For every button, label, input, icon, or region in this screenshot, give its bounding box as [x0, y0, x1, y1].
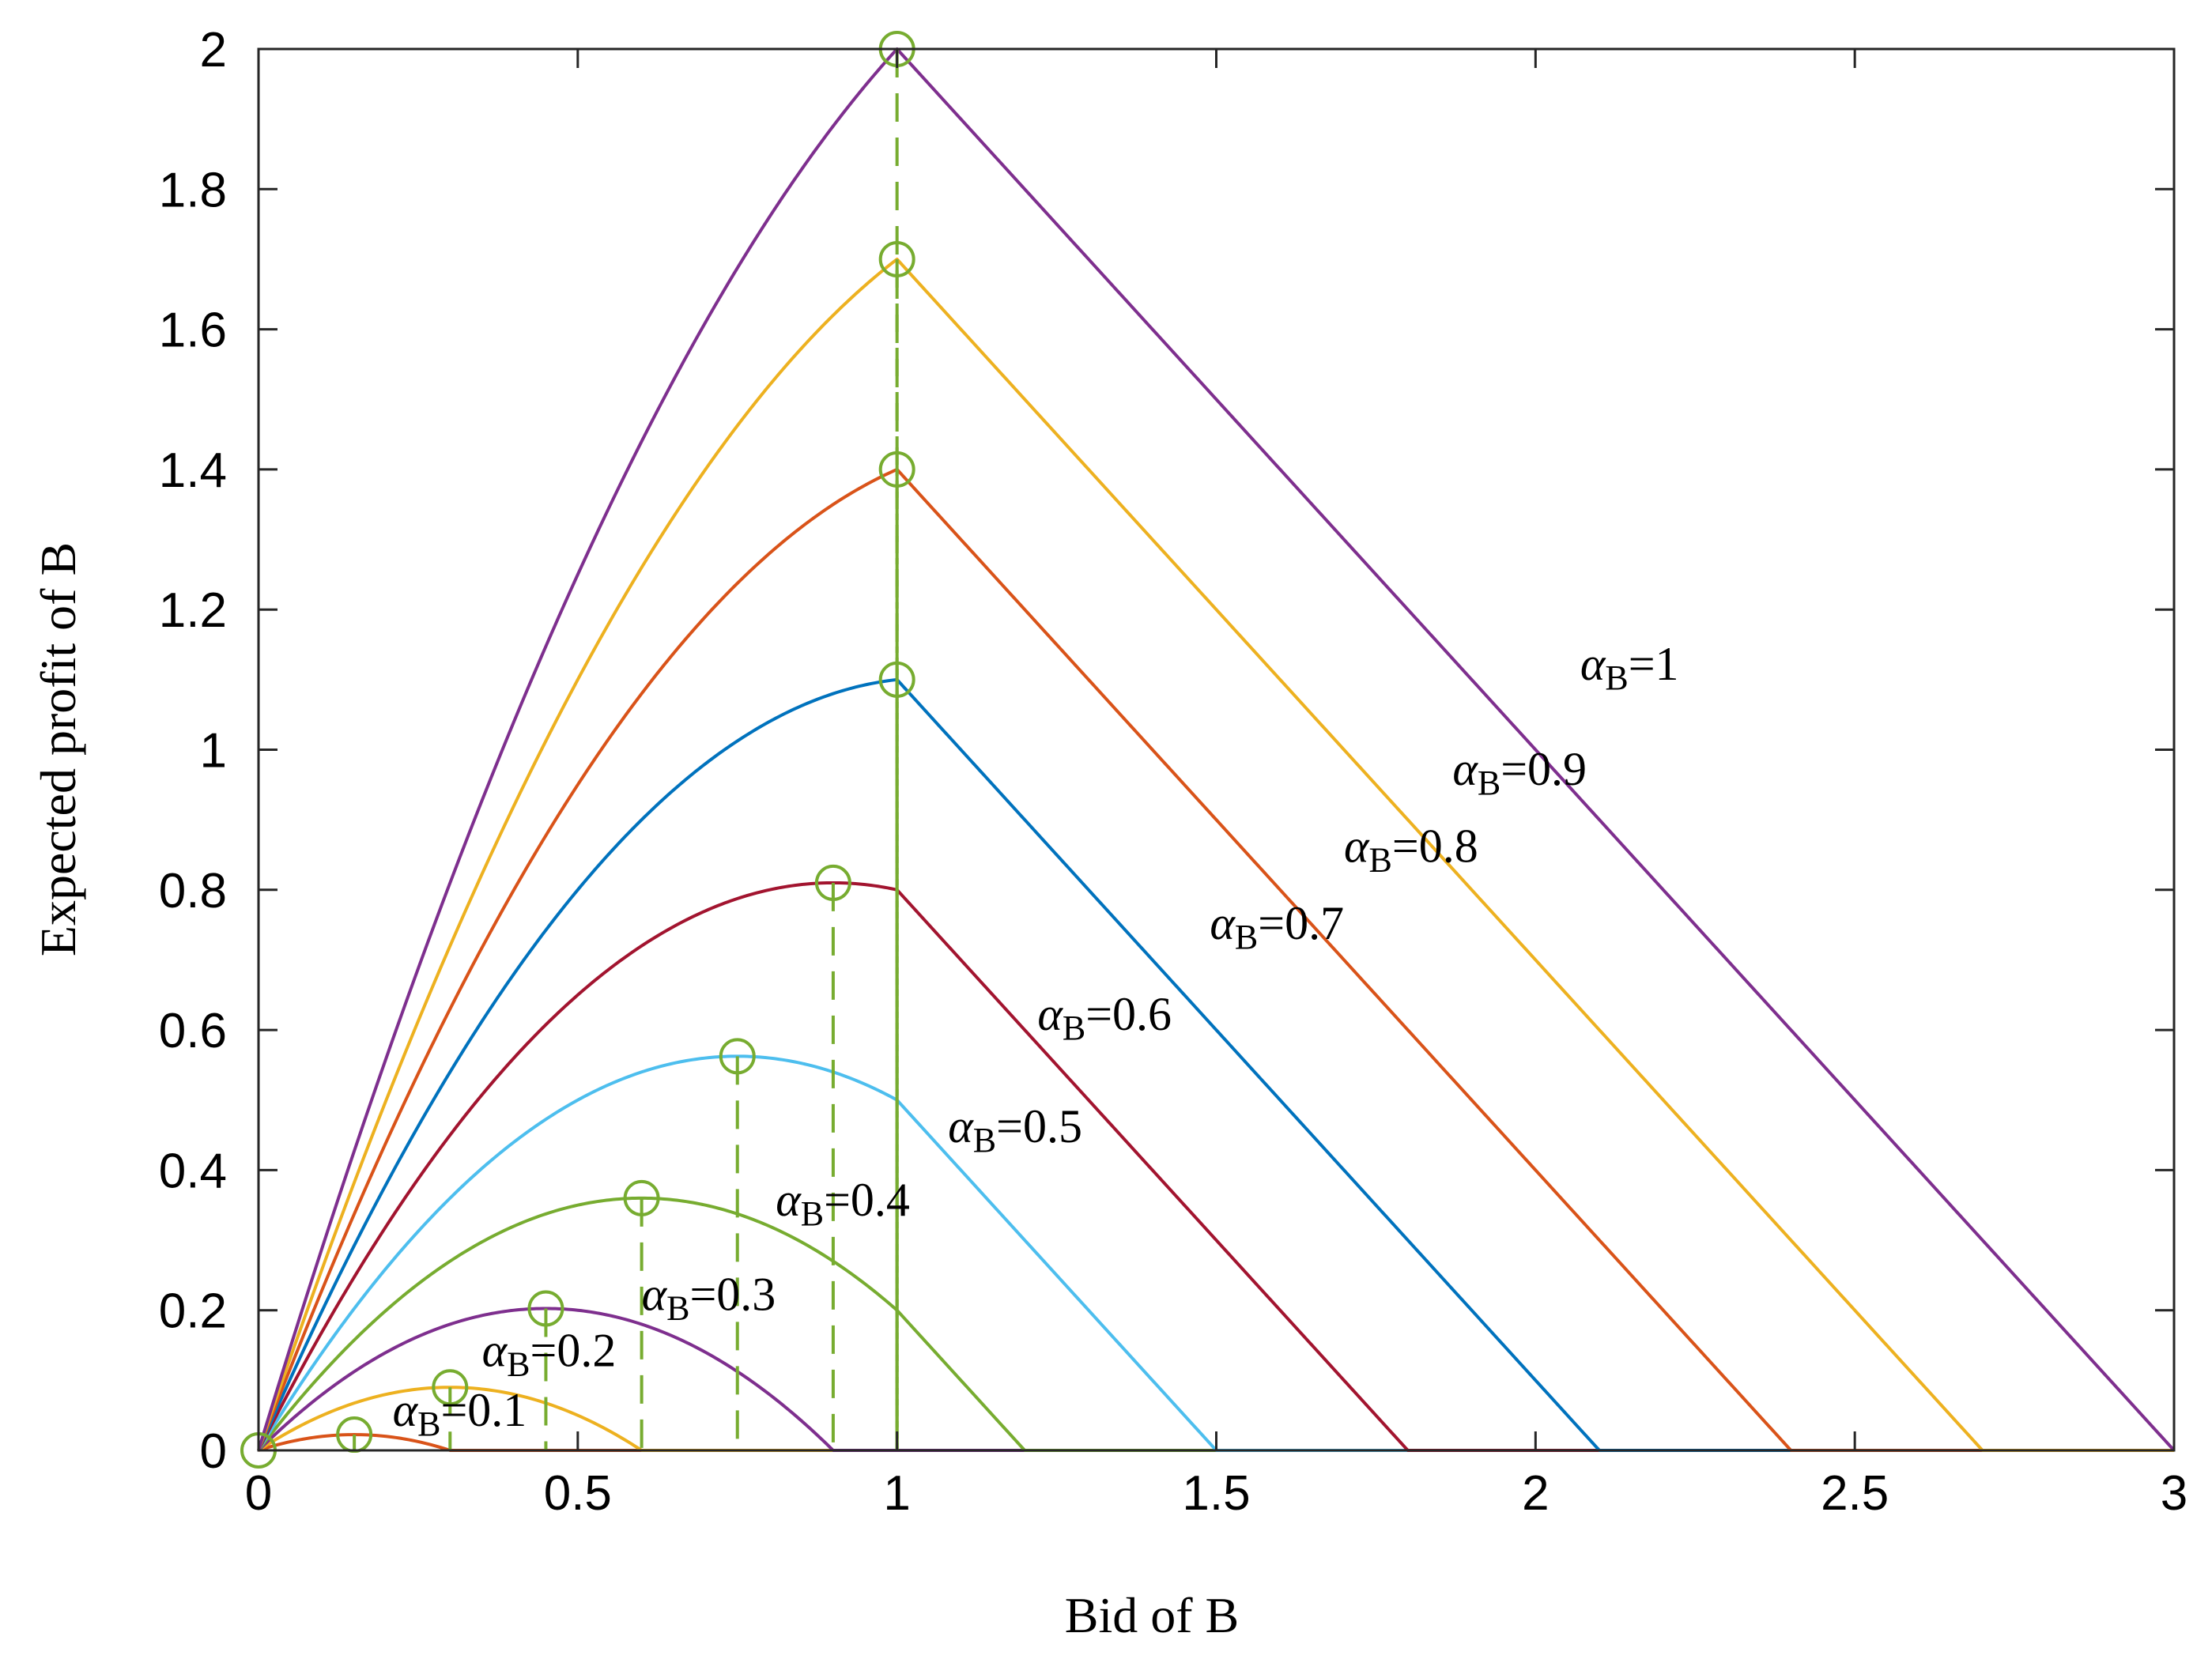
plot-area	[259, 49, 2174, 1450]
optimum-marker-alpha-0-8	[878, 451, 915, 488]
y-tick-label: 1.8	[159, 163, 227, 217]
optimum-marker-alpha-0-4	[623, 1179, 660, 1216]
y-tick-label: 0	[200, 1424, 227, 1479]
curve-label-alpha-0-9: αB=0.9	[1452, 743, 1587, 802]
curve-label-alpha-0-4: αB=0.4	[776, 1174, 910, 1233]
curve-labels: αB=0.1αB=0.2 αB=0.3αB=0.4 αB=0.5 αB=0.6 αB=0…	[393, 638, 1679, 1443]
optimum-marker-alpha-0-7	[878, 661, 915, 698]
x-tick-label: 3	[2161, 1466, 2187, 1521]
curve-label-alpha-0-2: αB=0.2	[482, 1325, 617, 1384]
x-tick-label: 1.5	[1182, 1466, 1250, 1521]
y-tick-label: 0.2	[159, 1284, 227, 1339]
x-tick-label: 1	[883, 1466, 910, 1521]
curve-label-alpha-0-7: αB=0.7	[1210, 897, 1344, 956]
x-tick-label: 0.5	[544, 1466, 612, 1521]
curve-label-alpha-0-3: αB=0.3	[642, 1269, 776, 1328]
y-axis-title: Expected profit of B	[30, 542, 86, 956]
y-tick-label: 1.4	[159, 443, 227, 498]
series-line-alpha-0-9	[257, 257, 2174, 1452]
curve-label-alpha-0-6: αB=0.6	[1037, 988, 1172, 1047]
optimum-marker-alpha-0-3	[527, 1290, 564, 1327]
x-tick-label: 0	[245, 1466, 272, 1521]
x-axis-ticks: 0 0.5 1 1.5 2 2.5 3	[245, 49, 2187, 1521]
x-axis-title: Bid of B	[1065, 1587, 1239, 1643]
optimum-marker-alpha-0-2	[432, 1369, 469, 1406]
optimum-marker-alpha-0-5	[719, 1038, 756, 1075]
x-tick-label: 2.5	[1821, 1466, 1889, 1521]
curve-label-alpha-0-5: αB=0.5	[948, 1100, 1082, 1160]
optimum-marker-alpha-0-6	[814, 864, 851, 901]
y-tick-label: 0.6	[159, 1004, 227, 1058]
droplines-layer	[353, 49, 899, 1450]
series-line-alpha-1	[257, 47, 2176, 1452]
optimum-marker-alpha-0-9	[878, 240, 915, 277]
y-tick-label: 0.8	[159, 864, 227, 918]
y-tick-label: 1.2	[159, 583, 227, 638]
y-axis-ticks: 0 0.2 0.4 0.6 0.8 1 1.2 1.4 1.6 1.8 2	[159, 23, 2174, 1479]
curve-label-alpha-1: αB=1	[1580, 638, 1679, 697]
y-tick-label: 1	[200, 724, 227, 779]
y-tick-label: 2	[200, 23, 227, 77]
x-tick-label: 2	[1522, 1466, 1549, 1521]
curve-label-alpha-0-1: αB=0.1	[393, 1384, 527, 1443]
curve-label-alpha-0-8: αB=0.8	[1344, 820, 1478, 879]
y-tick-label: 0.4	[159, 1144, 227, 1198]
y-tick-label: 1.6	[159, 304, 227, 358]
